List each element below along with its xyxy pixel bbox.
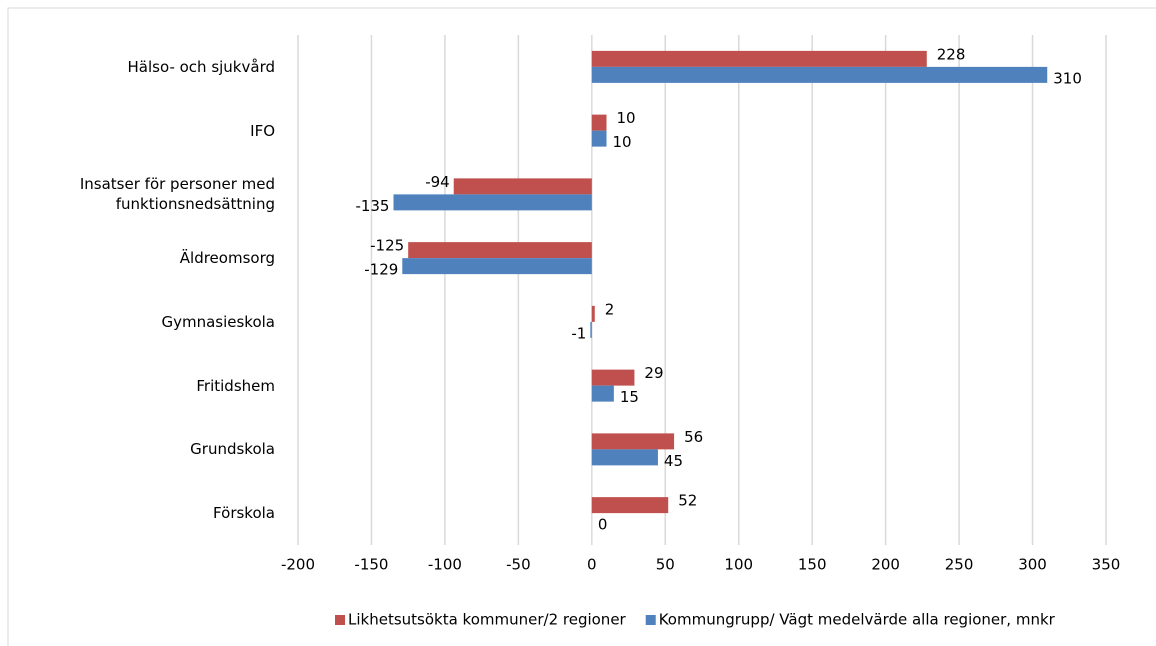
frame xyxy=(7,7,1156,646)
x-tick-label: -100 xyxy=(428,556,462,574)
bar xyxy=(591,497,669,514)
value-label: 45 xyxy=(664,452,683,470)
x-tick-label: -50 xyxy=(506,556,531,574)
value-label: 228 xyxy=(937,45,966,63)
bar xyxy=(591,130,607,147)
x-tick-label: -200 xyxy=(281,556,315,574)
category-label: Gymnasieskola xyxy=(161,312,275,331)
value-label: 29 xyxy=(644,364,663,382)
value-label: 56 xyxy=(684,428,703,446)
bar xyxy=(591,433,675,450)
bar xyxy=(453,178,592,195)
bar xyxy=(591,305,595,322)
x-tick-label: 200 xyxy=(871,556,900,574)
value-label: -125 xyxy=(370,237,404,255)
x-tick-label: 100 xyxy=(724,556,753,574)
x-tick-label: 0 xyxy=(587,556,597,574)
category-label: IFO xyxy=(250,121,275,140)
value-label: 15 xyxy=(620,388,639,406)
bar xyxy=(590,321,592,338)
category-label: Grundskola xyxy=(190,440,275,459)
bar xyxy=(591,369,635,386)
bar xyxy=(591,114,607,131)
x-tick-label: 350 xyxy=(1092,556,1121,574)
category-label: Hälso- och sjukvård xyxy=(127,57,275,76)
x-tick-label: 300 xyxy=(1018,556,1047,574)
legend-label: Likhetsutsökta kommuner/2 regioner xyxy=(348,611,627,629)
category-label: Insatser för personer med funktionsnedsä… xyxy=(79,175,275,214)
value-label: 10 xyxy=(617,109,636,127)
bar xyxy=(591,50,927,67)
value-label: 2 xyxy=(605,300,615,318)
bar xyxy=(591,385,614,402)
value-label: -135 xyxy=(355,197,389,215)
value-label: -1 xyxy=(571,324,586,342)
value-label: 0 xyxy=(598,516,608,534)
value-label: 52 xyxy=(678,492,697,510)
value-label: 310 xyxy=(1053,69,1082,87)
x-tick-label: 50 xyxy=(656,556,675,574)
legend-swatch xyxy=(335,615,345,625)
bar xyxy=(408,242,592,259)
x-tick-label: 150 xyxy=(798,556,827,574)
legend-swatch xyxy=(645,615,656,625)
x-tick-label: -150 xyxy=(354,556,388,574)
bar xyxy=(591,66,1048,83)
category-label: Fritidshem xyxy=(196,376,275,395)
category-label: Äldreomsorg xyxy=(179,249,275,268)
bar xyxy=(402,258,592,275)
value-label: -94 xyxy=(425,173,450,191)
bar xyxy=(393,194,592,211)
value-label: 10 xyxy=(613,133,632,151)
category-label: Förskola xyxy=(213,504,275,523)
value-label: -129 xyxy=(364,261,398,279)
legend-label: Kommungrupp/ Vägt medelvärde alla region… xyxy=(659,611,1056,629)
x-tick-label: 250 xyxy=(945,556,974,574)
bar xyxy=(591,449,658,466)
